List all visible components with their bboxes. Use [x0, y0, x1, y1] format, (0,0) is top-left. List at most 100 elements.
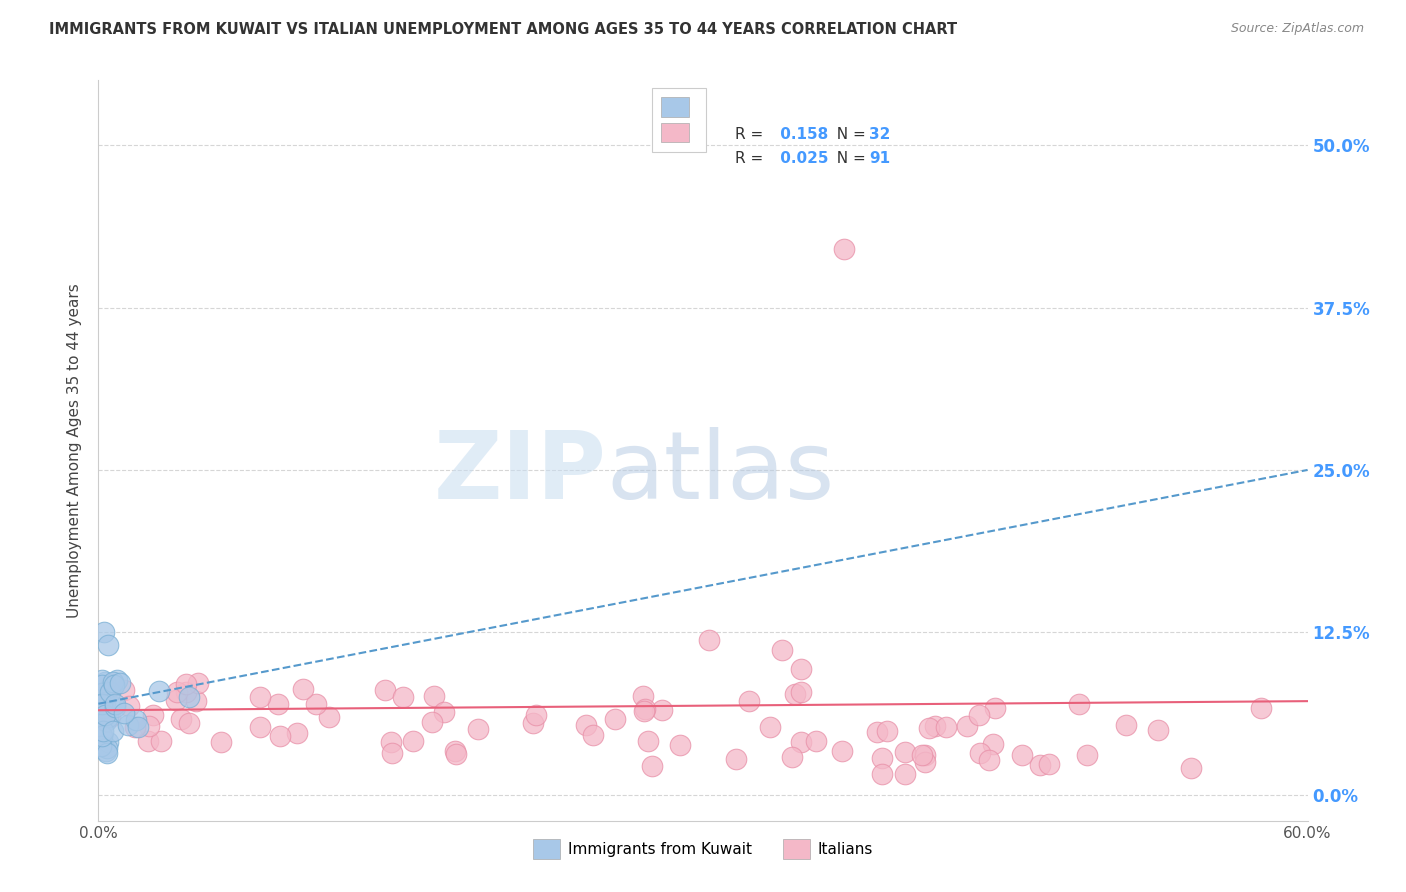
- Point: [127, 720, 149, 734]
- Point: [90, 725, 112, 739]
- Point: [101, 674, 124, 689]
- Point: [981, 737, 1004, 751]
- Point: [103, 677, 125, 691]
- Point: [179, 716, 201, 731]
- Point: [641, 759, 664, 773]
- Point: [305, 697, 328, 711]
- Text: Source: ZipAtlas.com: Source: ZipAtlas.com: [1230, 22, 1364, 36]
- Point: [522, 716, 544, 731]
- Point: [575, 717, 598, 731]
- Point: [420, 714, 443, 729]
- Point: [100, 685, 122, 699]
- Point: [979, 752, 1001, 766]
- Point: [90, 739, 112, 754]
- Point: [637, 734, 659, 748]
- Point: [924, 719, 946, 733]
- Point: [651, 703, 673, 717]
- Point: [91, 678, 114, 692]
- Point: [170, 713, 193, 727]
- Point: [956, 719, 979, 733]
- Point: [374, 683, 396, 698]
- Point: [112, 683, 135, 698]
- Point: [699, 632, 721, 647]
- Point: [444, 747, 467, 761]
- Point: [724, 752, 747, 766]
- Point: [90, 713, 112, 727]
- Point: [582, 728, 605, 742]
- Point: [93, 701, 115, 715]
- Point: [117, 699, 139, 714]
- Point: [90, 729, 112, 743]
- Point: [91, 724, 114, 739]
- Point: [443, 743, 465, 757]
- Point: [894, 745, 917, 759]
- Point: [186, 694, 208, 708]
- Point: [90, 673, 112, 688]
- Point: [112, 706, 135, 720]
- Point: [179, 690, 201, 705]
- Point: [318, 710, 340, 724]
- Point: [893, 767, 915, 781]
- Point: [166, 685, 188, 699]
- Point: [124, 720, 146, 734]
- Point: [866, 725, 889, 739]
- Point: [967, 708, 990, 723]
- Point: [432, 705, 454, 719]
- Point: [125, 713, 148, 727]
- Point: [918, 721, 941, 735]
- Text: R =: R =: [735, 152, 769, 166]
- Point: [806, 734, 828, 748]
- Point: [785, 687, 807, 701]
- Point: [93, 625, 115, 640]
- Point: [104, 700, 127, 714]
- Point: [1115, 718, 1137, 732]
- Point: [96, 744, 118, 758]
- Point: [876, 723, 898, 738]
- Text: 0.158: 0.158: [775, 127, 828, 142]
- Y-axis label: Unemployment Among Ages 35 to 44 years: Unemployment Among Ages 35 to 44 years: [67, 283, 83, 618]
- Point: [402, 734, 425, 748]
- Point: [138, 719, 160, 733]
- Point: [97, 735, 120, 749]
- Point: [174, 676, 197, 690]
- Point: [142, 707, 165, 722]
- Point: [759, 720, 782, 734]
- Point: [668, 739, 690, 753]
- Point: [380, 735, 402, 749]
- Point: [381, 746, 404, 760]
- Point: [136, 734, 159, 748]
- Point: [870, 751, 893, 765]
- Text: 32: 32: [869, 127, 890, 142]
- Point: [984, 701, 1007, 715]
- Point: [165, 693, 187, 707]
- Point: [633, 704, 655, 718]
- Point: [969, 746, 991, 760]
- Point: [97, 638, 120, 652]
- Point: [910, 748, 932, 763]
- Text: ZIP: ZIP: [433, 426, 606, 518]
- Point: [780, 749, 803, 764]
- Point: [93, 708, 115, 723]
- Point: [269, 729, 291, 743]
- Point: [209, 735, 232, 749]
- Point: [150, 734, 173, 748]
- Point: [1180, 762, 1202, 776]
- Text: atlas: atlas: [606, 426, 835, 518]
- Point: [790, 685, 813, 699]
- Point: [108, 676, 131, 690]
- Point: [100, 677, 122, 691]
- Point: [423, 690, 446, 704]
- Point: [98, 710, 121, 724]
- Point: [117, 718, 139, 732]
- Point: [96, 746, 118, 760]
- Point: [267, 698, 290, 712]
- Point: [790, 662, 813, 676]
- Point: [1011, 747, 1033, 762]
- Point: [94, 689, 117, 703]
- Point: [97, 710, 120, 724]
- Point: [90, 697, 112, 711]
- Point: [524, 708, 547, 723]
- Text: N =: N =: [827, 152, 870, 166]
- Point: [1147, 723, 1170, 737]
- Point: [914, 755, 936, 769]
